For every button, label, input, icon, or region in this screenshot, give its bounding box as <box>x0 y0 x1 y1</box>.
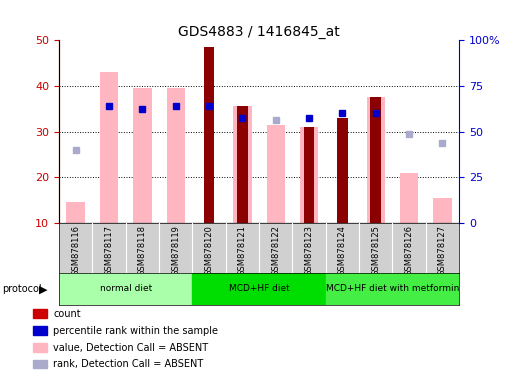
Text: GSM878118: GSM878118 <box>138 225 147 276</box>
Text: ▶: ▶ <box>40 284 48 294</box>
Bar <box>133 88 151 223</box>
Bar <box>300 127 318 223</box>
Text: normal diet: normal diet <box>100 285 152 293</box>
Bar <box>370 97 381 223</box>
Bar <box>304 127 314 223</box>
Text: GSM878124: GSM878124 <box>338 225 347 276</box>
Bar <box>367 97 385 223</box>
Text: GSM878117: GSM878117 <box>105 225 113 276</box>
Text: GSM878127: GSM878127 <box>438 225 447 276</box>
Text: GSM878125: GSM878125 <box>371 225 380 276</box>
Text: GSM878121: GSM878121 <box>238 225 247 276</box>
Text: GSM878119: GSM878119 <box>171 225 180 276</box>
Text: GSM878120: GSM878120 <box>205 225 213 276</box>
Bar <box>337 118 348 223</box>
Bar <box>167 88 185 223</box>
Bar <box>326 273 459 305</box>
Text: rank, Detection Call = ABSENT: rank, Detection Call = ABSENT <box>53 359 204 369</box>
Text: GSM878123: GSM878123 <box>305 225 313 276</box>
Text: percentile rank within the sample: percentile rank within the sample <box>53 326 219 336</box>
Bar <box>33 326 47 335</box>
Bar <box>400 172 418 223</box>
Title: GDS4883 / 1416845_at: GDS4883 / 1416845_at <box>178 25 340 39</box>
Bar <box>33 360 47 369</box>
Text: GSM878122: GSM878122 <box>271 225 280 276</box>
Bar <box>33 310 47 318</box>
Text: value, Detection Call = ABSENT: value, Detection Call = ABSENT <box>53 343 208 353</box>
Text: protocol: protocol <box>3 284 42 294</box>
Bar <box>192 273 326 305</box>
Bar <box>59 273 192 305</box>
Bar <box>433 198 451 223</box>
Bar <box>33 343 47 352</box>
Text: count: count <box>53 309 81 319</box>
Bar <box>67 202 85 223</box>
Text: MCD+HF diet with metformin: MCD+HF diet with metformin <box>326 285 459 293</box>
Bar <box>100 72 118 223</box>
Bar <box>237 106 248 223</box>
Text: GSM878116: GSM878116 <box>71 225 80 276</box>
Text: GSM878126: GSM878126 <box>405 225 413 276</box>
Bar <box>267 125 285 223</box>
Bar <box>233 106 251 223</box>
Bar <box>204 47 214 223</box>
Text: MCD+HF diet: MCD+HF diet <box>229 285 289 293</box>
